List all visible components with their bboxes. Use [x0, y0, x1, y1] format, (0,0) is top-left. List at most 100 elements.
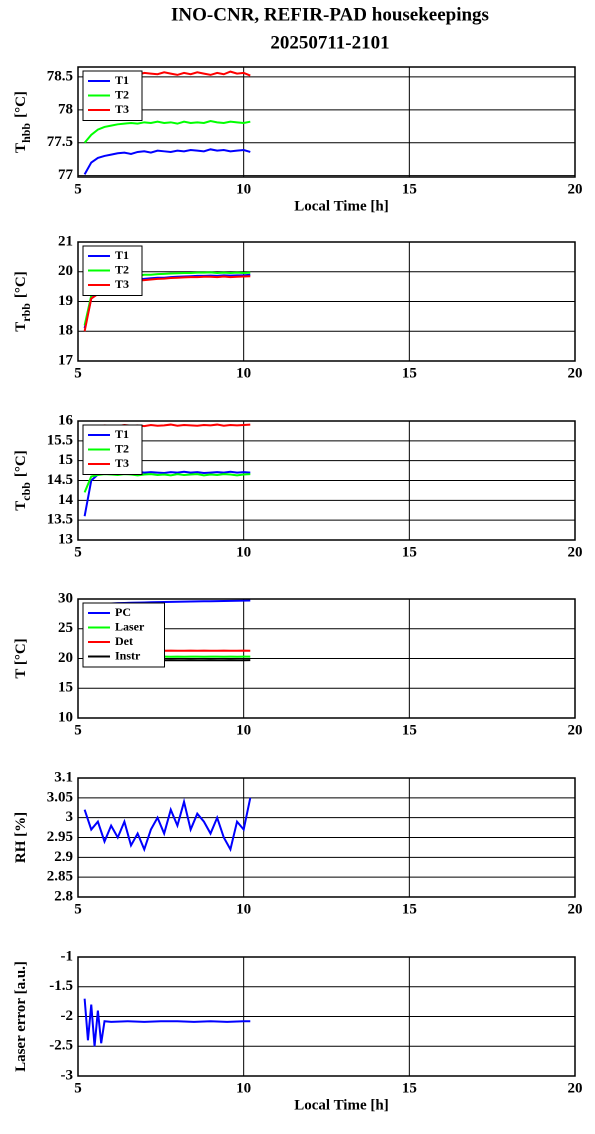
y-tick-label: 77.5: [47, 134, 73, 150]
y-tick-label: 78.5: [47, 68, 73, 84]
legend-label: Det: [115, 634, 133, 648]
y-tick-label: 2.95: [47, 829, 73, 845]
y-tick-label: 20: [58, 263, 73, 279]
x-tick-label: 10: [236, 722, 251, 738]
x-tick-label: 20: [568, 722, 583, 738]
y-tick-label: 14.5: [47, 472, 73, 488]
x-tick-label: 15: [402, 544, 417, 560]
y-axis-label-sub: cbb: [19, 482, 33, 501]
x-axis-label: Local Time [h]: [294, 1097, 388, 1113]
legend-label: T3: [115, 102, 129, 116]
data-line: [83, 998, 251, 1047]
x-tick-label: 15: [402, 1080, 417, 1096]
x-tick-label: 20: [568, 901, 583, 917]
y-axis-label-text: T [°C]: [13, 638, 29, 678]
y-tick-label: 13: [58, 531, 73, 547]
y-axis-label: Laser error [a.u.]: [13, 961, 29, 1072]
y-tick-label: 77: [58, 167, 74, 183]
y-tick-label: -2: [61, 1008, 74, 1024]
y-axis-label-text: Laser error [a.u.]: [13, 961, 29, 1072]
y-axis-label-text: RH [%]: [13, 812, 29, 863]
y-tick-label: -1: [61, 948, 74, 964]
x-tick-label: 20: [568, 1080, 583, 1096]
y-axis-label-unit: [°C]: [13, 91, 29, 118]
x-tick-label: 5: [74, 901, 82, 917]
x-tick-label: 10: [236, 1080, 251, 1096]
y-tick-label: 15.5: [47, 432, 73, 448]
y-tick-label: 21: [58, 233, 73, 249]
plot-frame: [77, 777, 576, 898]
legend-label: PC: [115, 605, 131, 619]
x-tick-label: 5: [74, 722, 82, 738]
data-line: [83, 148, 251, 175]
x-tick-label: 10: [236, 365, 251, 381]
plot-frame: [77, 66, 576, 178]
y-axis-label: RH [%]: [13, 812, 29, 863]
x-tick-label: 5: [74, 544, 82, 560]
y-axis-label: Thbb [°C]: [13, 91, 32, 153]
y-axis-label: T [°C]: [13, 638, 29, 678]
x-tick-label: 15: [402, 181, 417, 197]
y-tick-label: 17: [58, 352, 74, 368]
data-line: [83, 470, 251, 517]
y-tick-label: 2.9: [54, 849, 73, 865]
chart-subtitle: 20250711-2101: [270, 32, 389, 53]
x-tick-label: 10: [236, 901, 251, 917]
legend-label: T3: [115, 456, 129, 470]
y-tick-label: 19: [58, 293, 73, 309]
legend-label: T2: [115, 441, 129, 455]
y-tick-label: -3: [61, 1067, 74, 1083]
y-axis-label-unit: [°C]: [13, 271, 29, 298]
y-tick-label: -2.5: [49, 1038, 73, 1054]
x-axis-label: Local Time [h]: [294, 198, 388, 214]
data-line: [83, 797, 252, 853]
plot-frame: [77, 598, 576, 719]
x-tick-label: 15: [402, 901, 417, 917]
y-tick-label: 3.05: [47, 789, 73, 805]
y-tick-label: 3.1: [54, 769, 73, 785]
y-axis-label-unit: [°C]: [13, 450, 29, 477]
plot-frame: [77, 956, 576, 1077]
legend-label: T2: [115, 87, 129, 101]
y-axis-label-text: T: [13, 143, 29, 153]
y-tick-label: 14: [58, 492, 74, 508]
x-tick-label: 15: [402, 722, 417, 738]
data-line: [83, 473, 251, 493]
data-line: [83, 119, 251, 144]
x-tick-label: 15: [402, 365, 417, 381]
x-tick-label: 10: [236, 181, 251, 197]
y-axis-label-text: T: [13, 501, 29, 511]
y-axis-label-sub: rbb: [19, 303, 33, 322]
legend-label: Instr: [115, 648, 141, 662]
y-tick-label: 10: [58, 709, 73, 725]
x-tick-label: 20: [568, 181, 583, 197]
x-tick-label: 5: [74, 1080, 82, 1096]
legend-label: T2: [115, 262, 129, 276]
y-tick-label: -1.5: [49, 978, 73, 994]
y-tick-label: 78: [58, 101, 73, 117]
y-axis-label: Trbb [°C]: [13, 271, 32, 332]
y-axis-label-text: T: [13, 322, 29, 332]
legend-label: Laser: [115, 619, 145, 633]
legend-box: [82, 70, 143, 121]
plot-frame: [77, 420, 576, 541]
legend-label: T1: [115, 248, 129, 262]
y-axis-label: Tcbb [°C]: [13, 450, 32, 511]
x-tick-label: 20: [568, 365, 583, 381]
plot-frame: [77, 241, 576, 362]
y-tick-label: 15: [58, 680, 73, 696]
x-tick-label: 5: [74, 365, 82, 381]
legend-label: T1: [115, 73, 129, 87]
y-tick-label: 2.85: [47, 869, 73, 885]
y-tick-label: 18: [58, 323, 73, 339]
x-tick-label: 10: [236, 544, 251, 560]
y-tick-label: 16: [58, 412, 74, 428]
legend-label: T3: [115, 277, 129, 291]
y-tick-label: 30: [58, 590, 73, 606]
y-tick-label: 2.8: [54, 888, 73, 904]
y-tick-label: 3: [66, 809, 74, 825]
y-tick-label: 25: [58, 620, 73, 636]
y-axis-label-sub: hbb: [19, 123, 33, 143]
y-tick-label: 13.5: [47, 512, 73, 528]
